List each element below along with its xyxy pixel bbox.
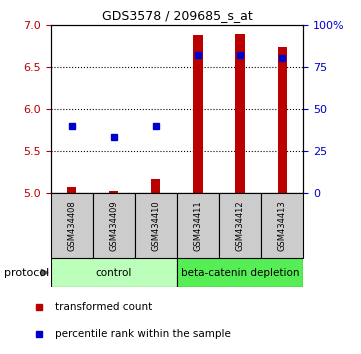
Bar xyxy=(93,193,135,258)
Bar xyxy=(135,193,177,258)
Text: GSM434413: GSM434413 xyxy=(278,200,287,251)
Text: beta-catenin depletion: beta-catenin depletion xyxy=(181,268,299,278)
Bar xyxy=(177,193,219,258)
Bar xyxy=(261,193,303,258)
Text: GSM434412: GSM434412 xyxy=(236,200,244,251)
Bar xyxy=(67,187,76,193)
Title: GDS3578 / 209685_s_at: GDS3578 / 209685_s_at xyxy=(101,9,252,22)
Text: GSM434411: GSM434411 xyxy=(193,200,203,251)
Text: GSM434409: GSM434409 xyxy=(109,200,118,251)
Bar xyxy=(109,191,118,193)
Text: transformed count: transformed count xyxy=(55,302,152,312)
Bar xyxy=(193,35,203,193)
Bar xyxy=(177,258,303,287)
Bar xyxy=(51,258,177,287)
Bar xyxy=(151,179,160,193)
Text: GSM434410: GSM434410 xyxy=(151,200,160,251)
Bar xyxy=(235,34,245,193)
Text: GSM434408: GSM434408 xyxy=(67,200,76,251)
Bar xyxy=(51,193,93,258)
Bar xyxy=(278,47,287,193)
Text: control: control xyxy=(96,268,132,278)
Text: protocol: protocol xyxy=(4,268,49,278)
Bar xyxy=(219,193,261,258)
Text: percentile rank within the sample: percentile rank within the sample xyxy=(55,329,231,339)
